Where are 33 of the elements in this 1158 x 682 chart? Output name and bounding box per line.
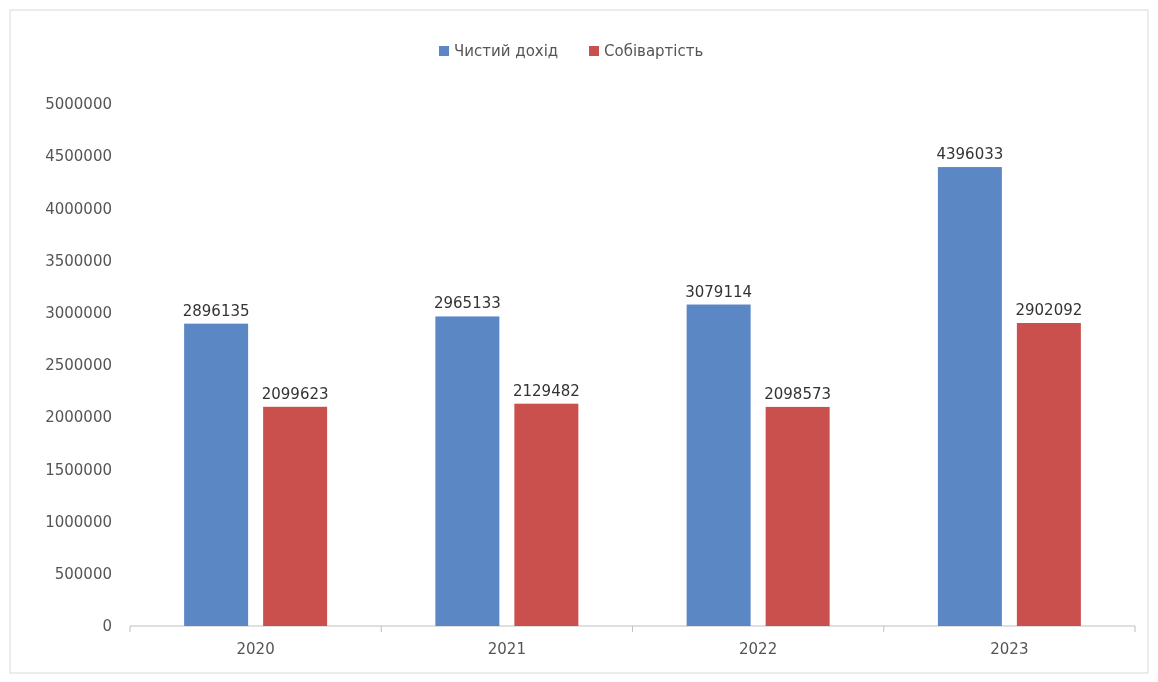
x-tick-label: 2021 — [487, 640, 526, 658]
y-tick-label: 3500000 — [45, 251, 112, 270]
data-label: 4396033 — [936, 145, 1004, 164]
bar — [1016, 323, 1081, 626]
data-label: 2902092 — [1015, 301, 1083, 320]
y-tick-label: 2000000 — [45, 408, 112, 427]
legend-label: Чистий дохід — [454, 42, 559, 61]
data-label: 2896135 — [182, 301, 250, 320]
y-tick-label: 4000000 — [45, 199, 112, 218]
data-label: 2965133 — [433, 294, 501, 313]
bar — [435, 316, 500, 626]
y-tick-label: 0 — [102, 617, 112, 636]
y-tick-label: 2500000 — [45, 356, 112, 375]
bar — [686, 304, 751, 626]
bar — [937, 167, 1002, 626]
bar — [263, 406, 328, 626]
x-tick-label: 2020 — [236, 640, 275, 658]
y-tick-label: 1500000 — [45, 460, 112, 479]
y-tick-label: 500000 — [54, 565, 112, 584]
data-label: 3079114 — [685, 282, 753, 301]
x-tick-label: 2022 — [739, 640, 778, 658]
y-tick-label: 4500000 — [45, 147, 112, 166]
y-tick-label: 5000000 — [45, 95, 112, 114]
y-tick-label: 1000000 — [45, 512, 112, 531]
data-label: 2099623 — [261, 384, 329, 403]
bar — [184, 323, 249, 626]
data-label: 2129482 — [512, 381, 580, 400]
bar — [514, 403, 579, 626]
bar — [765, 406, 830, 626]
x-tick-label: 2023 — [990, 640, 1029, 658]
data-label: 2098573 — [764, 384, 832, 403]
y-tick-label: 3000000 — [45, 304, 112, 323]
legend-label: Собівартість — [604, 42, 704, 61]
